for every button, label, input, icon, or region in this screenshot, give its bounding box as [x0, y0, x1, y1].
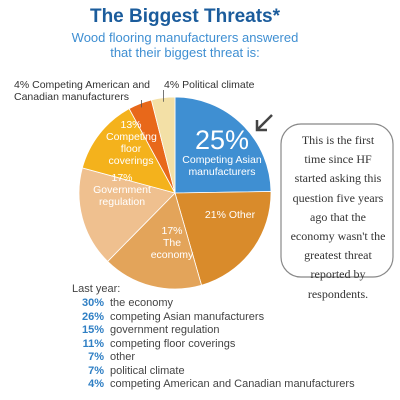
last-year-row: 30% the economy [72, 297, 173, 309]
last-year-row: 26% competing Asian manufacturers [72, 311, 264, 323]
last-year-row: 4% competing American and Canadian manufa… [72, 378, 355, 390]
slice-label: 13% Competing floor coverings [106, 119, 157, 167]
last-year-value: 11% [82, 337, 104, 350]
last-year-value: 15% [81, 324, 104, 336]
pie-slice [174, 191, 272, 286]
value-label: 25% [194, 125, 250, 155]
pie-slice [107, 192, 203, 290]
last-year-label: the economy [110, 297, 173, 309]
value-label: 17% [161, 225, 183, 237]
last-year-value: 4% [88, 378, 104, 390]
last-year-label: government regulation [110, 324, 220, 336]
chart-title: The Biggest Threats* [89, 6, 281, 27]
value-label: 17% [111, 172, 133, 184]
last-year-value: 7% [88, 351, 104, 363]
callout-arrow [256, 114, 273, 131]
chart-subtitle: Wood flooring manufacturers answered tha… [71, 30, 299, 60]
last-year-row: 15% government regulation [72, 324, 220, 336]
last-year-title: Last year: [72, 283, 121, 295]
slice-label: 17% The economy [149, 225, 195, 261]
last-year-row: 7% political climate [72, 365, 185, 377]
last-year-row: 11% competing floor coverings [72, 337, 236, 350]
slice-label: 4% Competing American and Canadian manuf… [14, 79, 164, 103]
slice-label: 25% Competing Asian manufacturers [182, 126, 262, 178]
slice-label: 21% Other [190, 209, 270, 221]
pie-slice [150, 96, 176, 194]
value-label: 21% [204, 209, 226, 221]
callout-text: This is the first time since HF started … [290, 133, 386, 301]
pie-slice [78, 167, 176, 262]
category-label: Competing floor coverings [106, 131, 157, 167]
category-label: Government regulation [93, 184, 151, 208]
slice-label: 4% Political climate [164, 79, 284, 91]
value-label: 4% [14, 79, 30, 91]
pie-slice [174, 96, 272, 194]
last-year-row: 7% other [72, 351, 135, 363]
category-label: The economy [150, 237, 194, 261]
slice-label: 17% Government regulation [89, 172, 155, 208]
last-year-value: 26% [81, 310, 104, 323]
category-label: Political climate [182, 79, 255, 91]
last-year-label: other [110, 351, 136, 363]
category-label: Other [228, 209, 256, 221]
value-label: 13% [120, 119, 142, 131]
last-year-label: competing Asian manufacturers [110, 310, 265, 323]
category-label: Competing American and Canadian manufact… [14, 79, 151, 103]
last-year-value: 30% [81, 297, 104, 309]
value-label: 4% [164, 79, 180, 91]
last-year-label: competing floor coverings [110, 337, 236, 350]
callout-arrowhead [255, 120, 267, 132]
category-label: Competing Asian manufacturers [182, 154, 262, 178]
callout-box [280, 123, 394, 278]
pie-slice [81, 108, 176, 194]
last-year-value: 7% [88, 364, 104, 377]
last-year-label: political climate [110, 364, 185, 377]
last-year-label: competing American and Canadian manufact… [110, 378, 355, 390]
